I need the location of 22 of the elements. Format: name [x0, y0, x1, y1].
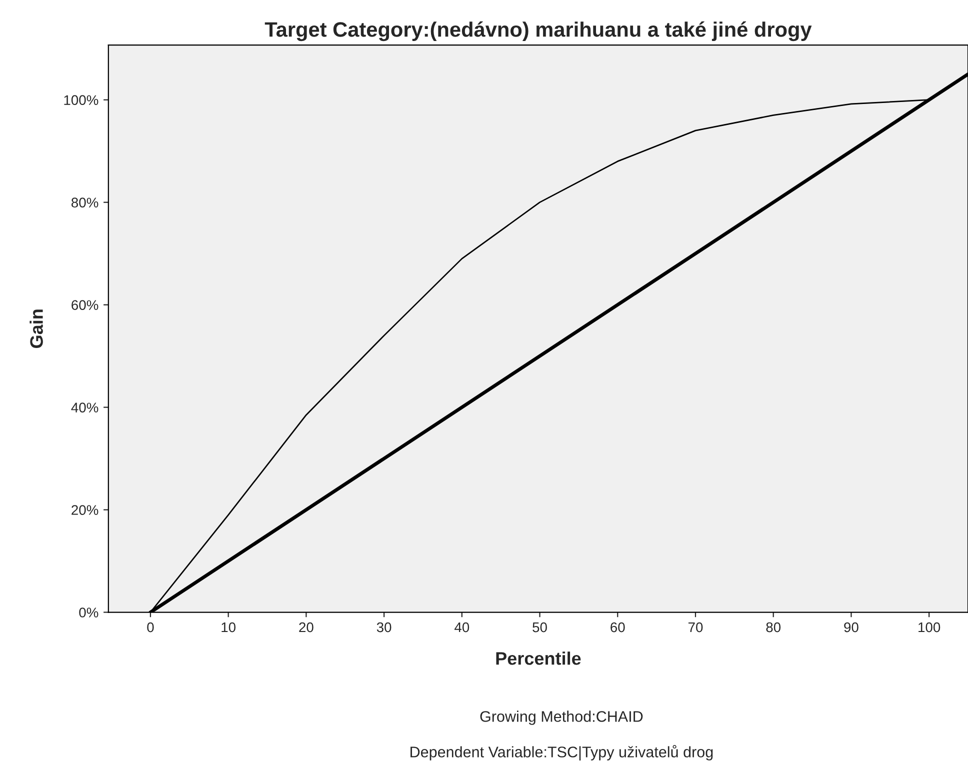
- x-tick-label: 10: [222, 622, 236, 632]
- chart-title: Target Category:(nedávno) marihuanu a také jiné drogy: [264, 21, 812, 42]
- x-tick-label: 0: [147, 622, 154, 632]
- x-tick-label: 60: [610, 622, 625, 632]
- x-tick-label: 70: [688, 622, 703, 632]
- y-tick-label: 40%: [71, 402, 98, 412]
- y-tick-label: 100%: [64, 95, 98, 106]
- y-tick-label: 0%: [79, 608, 98, 618]
- x-axis-title: Percentile: [496, 652, 581, 665]
- x-tick-label: 100: [918, 622, 940, 632]
- y-axis-title: Gain: [30, 310, 43, 348]
- x-tick-label: 40: [454, 622, 470, 632]
- x-tick-label: 80: [766, 622, 781, 632]
- y-tick-label: 60%: [72, 300, 98, 310]
- x-tick-label: 50: [532, 622, 547, 632]
- x-tick-label: 90: [844, 622, 858, 632]
- y-tick-label: 80%: [72, 198, 98, 208]
- x-tick-label: 30: [376, 622, 392, 632]
- text: Dependent Variable:TSC|Typy uživatelů drog: [410, 744, 713, 760]
- text: Growing Method:CHAID: [480, 710, 643, 725]
- y-tick-label: 20%: [72, 505, 98, 515]
- x-tick-label: 20: [299, 622, 314, 632]
